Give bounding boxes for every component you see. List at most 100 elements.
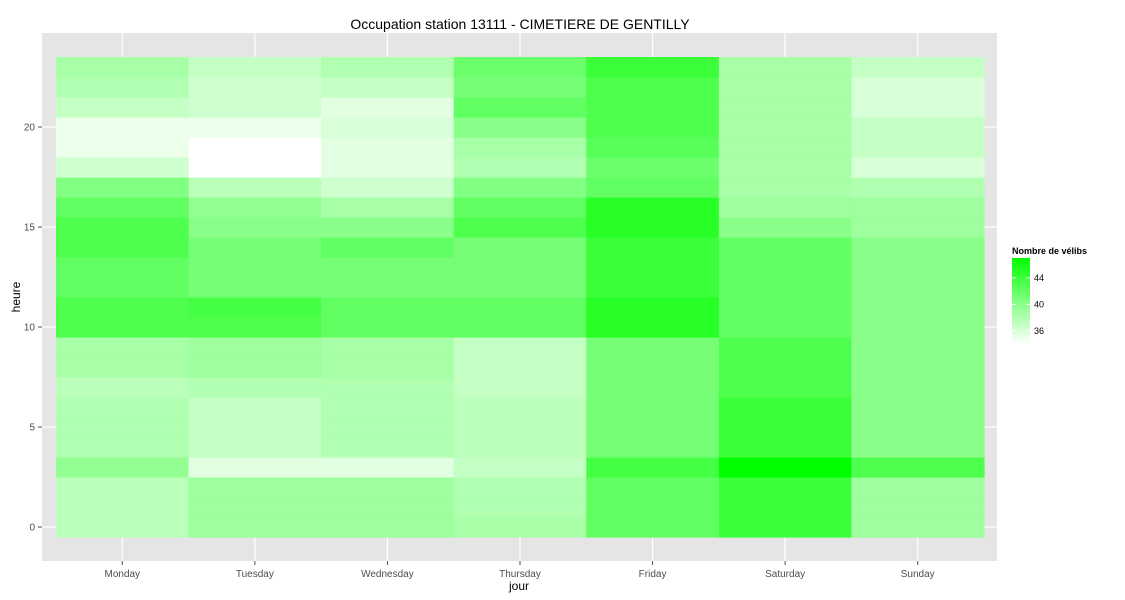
heatmap-cell	[56, 117, 190, 138]
heatmap-cell	[321, 317, 455, 338]
heatmap-cell	[321, 357, 455, 378]
heatmap-cell	[851, 57, 985, 78]
heatmap-cell	[56, 337, 190, 358]
heatmap-cell	[718, 297, 853, 318]
heatmap-cell	[453, 177, 587, 198]
heatmap-cell	[586, 357, 720, 378]
heatmap-cell	[321, 417, 455, 438]
heatmap-cell	[188, 117, 322, 138]
heatmap-cell	[718, 277, 853, 298]
heatmap-cell	[188, 197, 322, 218]
heatmap-cell	[453, 157, 587, 178]
heatmap-cell	[851, 157, 985, 178]
x-tick-label: Thursday	[499, 569, 541, 580]
heatmap-cell	[453, 257, 587, 278]
heatmap-cell	[56, 197, 190, 218]
heatmap-cell	[718, 57, 853, 78]
heatmap-cell	[321, 77, 455, 98]
heatmap-cell	[851, 497, 985, 518]
heatmap-cell	[851, 77, 985, 98]
heatmap-cell	[586, 237, 720, 258]
heatmap-cell	[188, 97, 322, 118]
heatmap-cell	[718, 197, 853, 218]
heatmap-cell	[188, 417, 322, 438]
heatmap-cell	[718, 217, 853, 238]
heatmap-cell	[321, 237, 455, 258]
heatmap-cell	[851, 417, 985, 438]
heatmap-cell	[453, 97, 587, 118]
heatmap-cell	[56, 517, 190, 538]
legend-tick-label: 36	[1034, 326, 1044, 336]
legend-title: Nombre de vélibs	[1012, 246, 1087, 256]
heatmap-cell	[56, 297, 190, 318]
heatmap-cell	[188, 177, 322, 198]
legend-tick-label: 44	[1034, 273, 1044, 283]
heatmap-cell	[718, 257, 853, 278]
heatmap-cell	[453, 377, 587, 398]
heatmap-cell	[586, 97, 720, 118]
heatmap-cell	[586, 397, 720, 418]
heatmap-cell	[453, 317, 587, 338]
y-tick-label: 0	[29, 523, 35, 534]
heatmap-cell	[321, 197, 455, 218]
heatmap-cell	[56, 57, 190, 78]
heatmap-cell	[56, 417, 190, 438]
chart-title: Occupation station 13111 - CIMETIERE DE …	[350, 16, 690, 32]
heatmap-cell	[188, 297, 322, 318]
heatmap-cell	[453, 237, 587, 258]
heatmap-cell	[321, 217, 455, 238]
heatmap-cell	[188, 477, 322, 498]
heatmap-cell	[718, 437, 853, 458]
heatmap-cell	[321, 117, 455, 138]
y-tick-label: 5	[29, 423, 35, 434]
heatmap-cell	[453, 57, 587, 78]
heatmap-cell	[851, 237, 985, 258]
heatmap-cell	[188, 157, 322, 178]
heatmap-cell	[718, 337, 853, 358]
heatmap-cell	[321, 457, 455, 478]
heatmap-cell	[586, 317, 720, 338]
heatmap-cell	[851, 217, 985, 238]
x-tick-label: Wednesday	[361, 569, 414, 580]
heatmap-cell	[718, 77, 853, 98]
heatmap-cell	[321, 497, 455, 518]
heatmap-cell	[321, 397, 455, 418]
heatmap-cell	[586, 277, 720, 298]
heatmap-cell	[56, 317, 190, 338]
heatmap-cell	[851, 457, 985, 478]
heatmap-cell	[56, 177, 190, 198]
heatmap-cell	[851, 97, 985, 118]
y-tick-label: 20	[24, 123, 36, 134]
heatmap-cell	[321, 57, 455, 78]
heatmap-cell	[188, 337, 322, 358]
heatmap-cell	[851, 397, 985, 418]
heatmap-cell	[188, 397, 322, 418]
heatmap-cell	[718, 497, 853, 518]
x-axis-title: jour	[508, 579, 529, 593]
x-tick-label: Tuesday	[236, 569, 274, 580]
heatmap-cell	[718, 477, 853, 498]
heatmap-cell	[56, 377, 190, 398]
heatmap-cell	[718, 377, 853, 398]
heatmap-cell	[321, 337, 455, 358]
heatmap-cell	[453, 357, 587, 378]
y-tick-label: 10	[24, 323, 36, 334]
heatmap-cell	[188, 457, 322, 478]
heatmap-cell	[453, 517, 587, 538]
heatmap-cell	[321, 517, 455, 538]
heatmap-cell	[851, 317, 985, 338]
heatmap-cell	[586, 177, 720, 198]
heatmap-cell	[188, 57, 322, 78]
heatmap-cell	[851, 117, 985, 138]
heatmap-cell	[718, 157, 853, 178]
heatmap-cell	[718, 317, 853, 338]
heatmap-cell	[453, 457, 587, 478]
heatmap-cell	[56, 357, 190, 378]
heatmap-tiles	[56, 57, 985, 538]
heatmap-cell	[321, 437, 455, 458]
heatmap-cell	[453, 277, 587, 298]
x-tick-label: Friday	[639, 569, 667, 580]
heatmap-cell	[586, 517, 720, 538]
legend-tick-label: 40	[1034, 299, 1044, 309]
